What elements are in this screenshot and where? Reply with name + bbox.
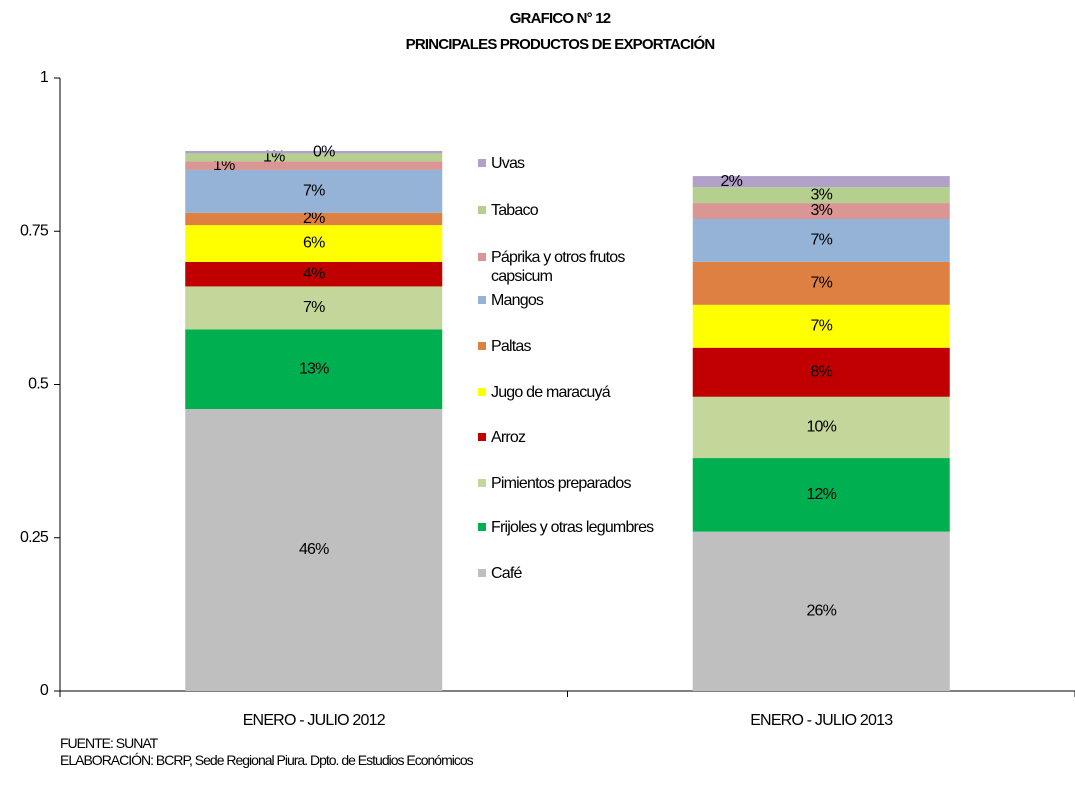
legend-label: Paltas bbox=[491, 338, 531, 355]
data-label: 13% bbox=[299, 360, 329, 377]
legend-label: Frijoles y otras legumbres bbox=[491, 519, 654, 536]
note: ELABORACIÓN: BCRP, Sede Regional Piura. … bbox=[60, 752, 474, 768]
bar-segment bbox=[185, 409, 443, 691]
data-label: 3% bbox=[810, 202, 832, 219]
bar-segment bbox=[692, 261, 950, 305]
bar-segment bbox=[692, 176, 950, 188]
chart-title: GRAFICO N° 12 bbox=[510, 10, 611, 27]
legend-swatch bbox=[478, 206, 486, 214]
legend-item: Arroz bbox=[478, 428, 678, 447]
legend-item: Uvas bbox=[478, 154, 678, 173]
bar-segment bbox=[185, 212, 443, 226]
data-label: 3% bbox=[810, 186, 832, 203]
x-tick-label: ENERO - JULIO 2012 bbox=[243, 712, 386, 729]
bar-segment bbox=[692, 203, 950, 219]
chart-subtitle: PRINCIPALES PRODUCTOS DE EXPORTACIÓN bbox=[406, 35, 715, 53]
y-tick-label: 0.5 bbox=[28, 376, 49, 393]
data-label: 10% bbox=[806, 419, 836, 436]
bar-segment bbox=[185, 169, 443, 213]
data-label: 8% bbox=[810, 363, 832, 380]
legend-swatch bbox=[478, 569, 486, 577]
bar-segment bbox=[185, 153, 443, 162]
legend-swatch bbox=[478, 479, 486, 487]
legend-label: Uvas bbox=[491, 155, 525, 172]
y-tick-label: 0.25 bbox=[20, 529, 49, 546]
bar-segment bbox=[185, 329, 443, 410]
data-label: 4% bbox=[303, 265, 325, 282]
legend-item: Jugo de maracuyá bbox=[478, 383, 678, 402]
legend-label: Pimientos preparados bbox=[491, 475, 631, 492]
bar-segment bbox=[692, 304, 950, 348]
data-label: 12% bbox=[806, 486, 836, 503]
y-tick-label: 0 bbox=[40, 682, 49, 699]
data-label: 7% bbox=[810, 275, 832, 292]
data-label: 7% bbox=[810, 232, 832, 249]
legend-item: Café bbox=[478, 564, 678, 583]
data-label: 46% bbox=[299, 541, 329, 558]
legend-label: Tabaco bbox=[491, 202, 539, 219]
legend-item: Tabaco bbox=[478, 201, 678, 220]
data-label: 26% bbox=[806, 603, 836, 620]
source: FUENTE: SUNAT bbox=[60, 735, 158, 751]
legend-item: Mangos bbox=[478, 291, 678, 310]
legend-swatch bbox=[478, 523, 486, 531]
legend-item: Frijoles y otras legumbres bbox=[478, 518, 678, 537]
y-tick-label: 0.75 bbox=[20, 222, 49, 239]
data-label: 6% bbox=[303, 235, 325, 252]
bar-segment bbox=[692, 347, 950, 397]
data-label: 2% bbox=[720, 173, 742, 190]
bar-segment bbox=[692, 396, 950, 459]
data-label: 7% bbox=[303, 183, 325, 200]
x-tick-label: ENERO - JULIO 2013 bbox=[750, 712, 893, 729]
bar-segment bbox=[185, 286, 443, 330]
legend-swatch bbox=[478, 253, 486, 261]
legend-label: Mangos bbox=[491, 292, 544, 309]
bar-segment bbox=[185, 150, 443, 154]
bar-segment bbox=[692, 218, 950, 262]
bar-segment bbox=[185, 225, 443, 262]
bar-segment bbox=[692, 187, 950, 204]
legend-swatch bbox=[478, 388, 486, 396]
legend-item: Paltas bbox=[478, 337, 678, 356]
bar-segment bbox=[185, 161, 443, 170]
data-label: 7% bbox=[810, 317, 832, 334]
data-label: 7% bbox=[303, 299, 325, 316]
legend-swatch bbox=[478, 342, 486, 350]
legend-swatch bbox=[478, 159, 486, 167]
legend-label: Páprika y otros frutos capsicum bbox=[491, 249, 625, 285]
legend-label: Jugo de maracuyá bbox=[491, 384, 611, 401]
legend-item: Páprika y otros frutos capsicum bbox=[478, 248, 678, 286]
bar-segment bbox=[692, 531, 950, 691]
y-tick-label: 1 bbox=[40, 69, 49, 86]
legend-item: Pimientos preparados bbox=[478, 474, 678, 493]
bar-segment bbox=[185, 261, 443, 287]
legend-swatch bbox=[478, 296, 486, 304]
bar-segment bbox=[692, 458, 950, 532]
legend-swatch bbox=[478, 433, 486, 441]
legend-label: Café bbox=[491, 565, 522, 582]
data-label: 0% bbox=[313, 143, 335, 160]
data-label: 2% bbox=[303, 210, 325, 227]
legend-label: Arroz bbox=[491, 429, 526, 446]
